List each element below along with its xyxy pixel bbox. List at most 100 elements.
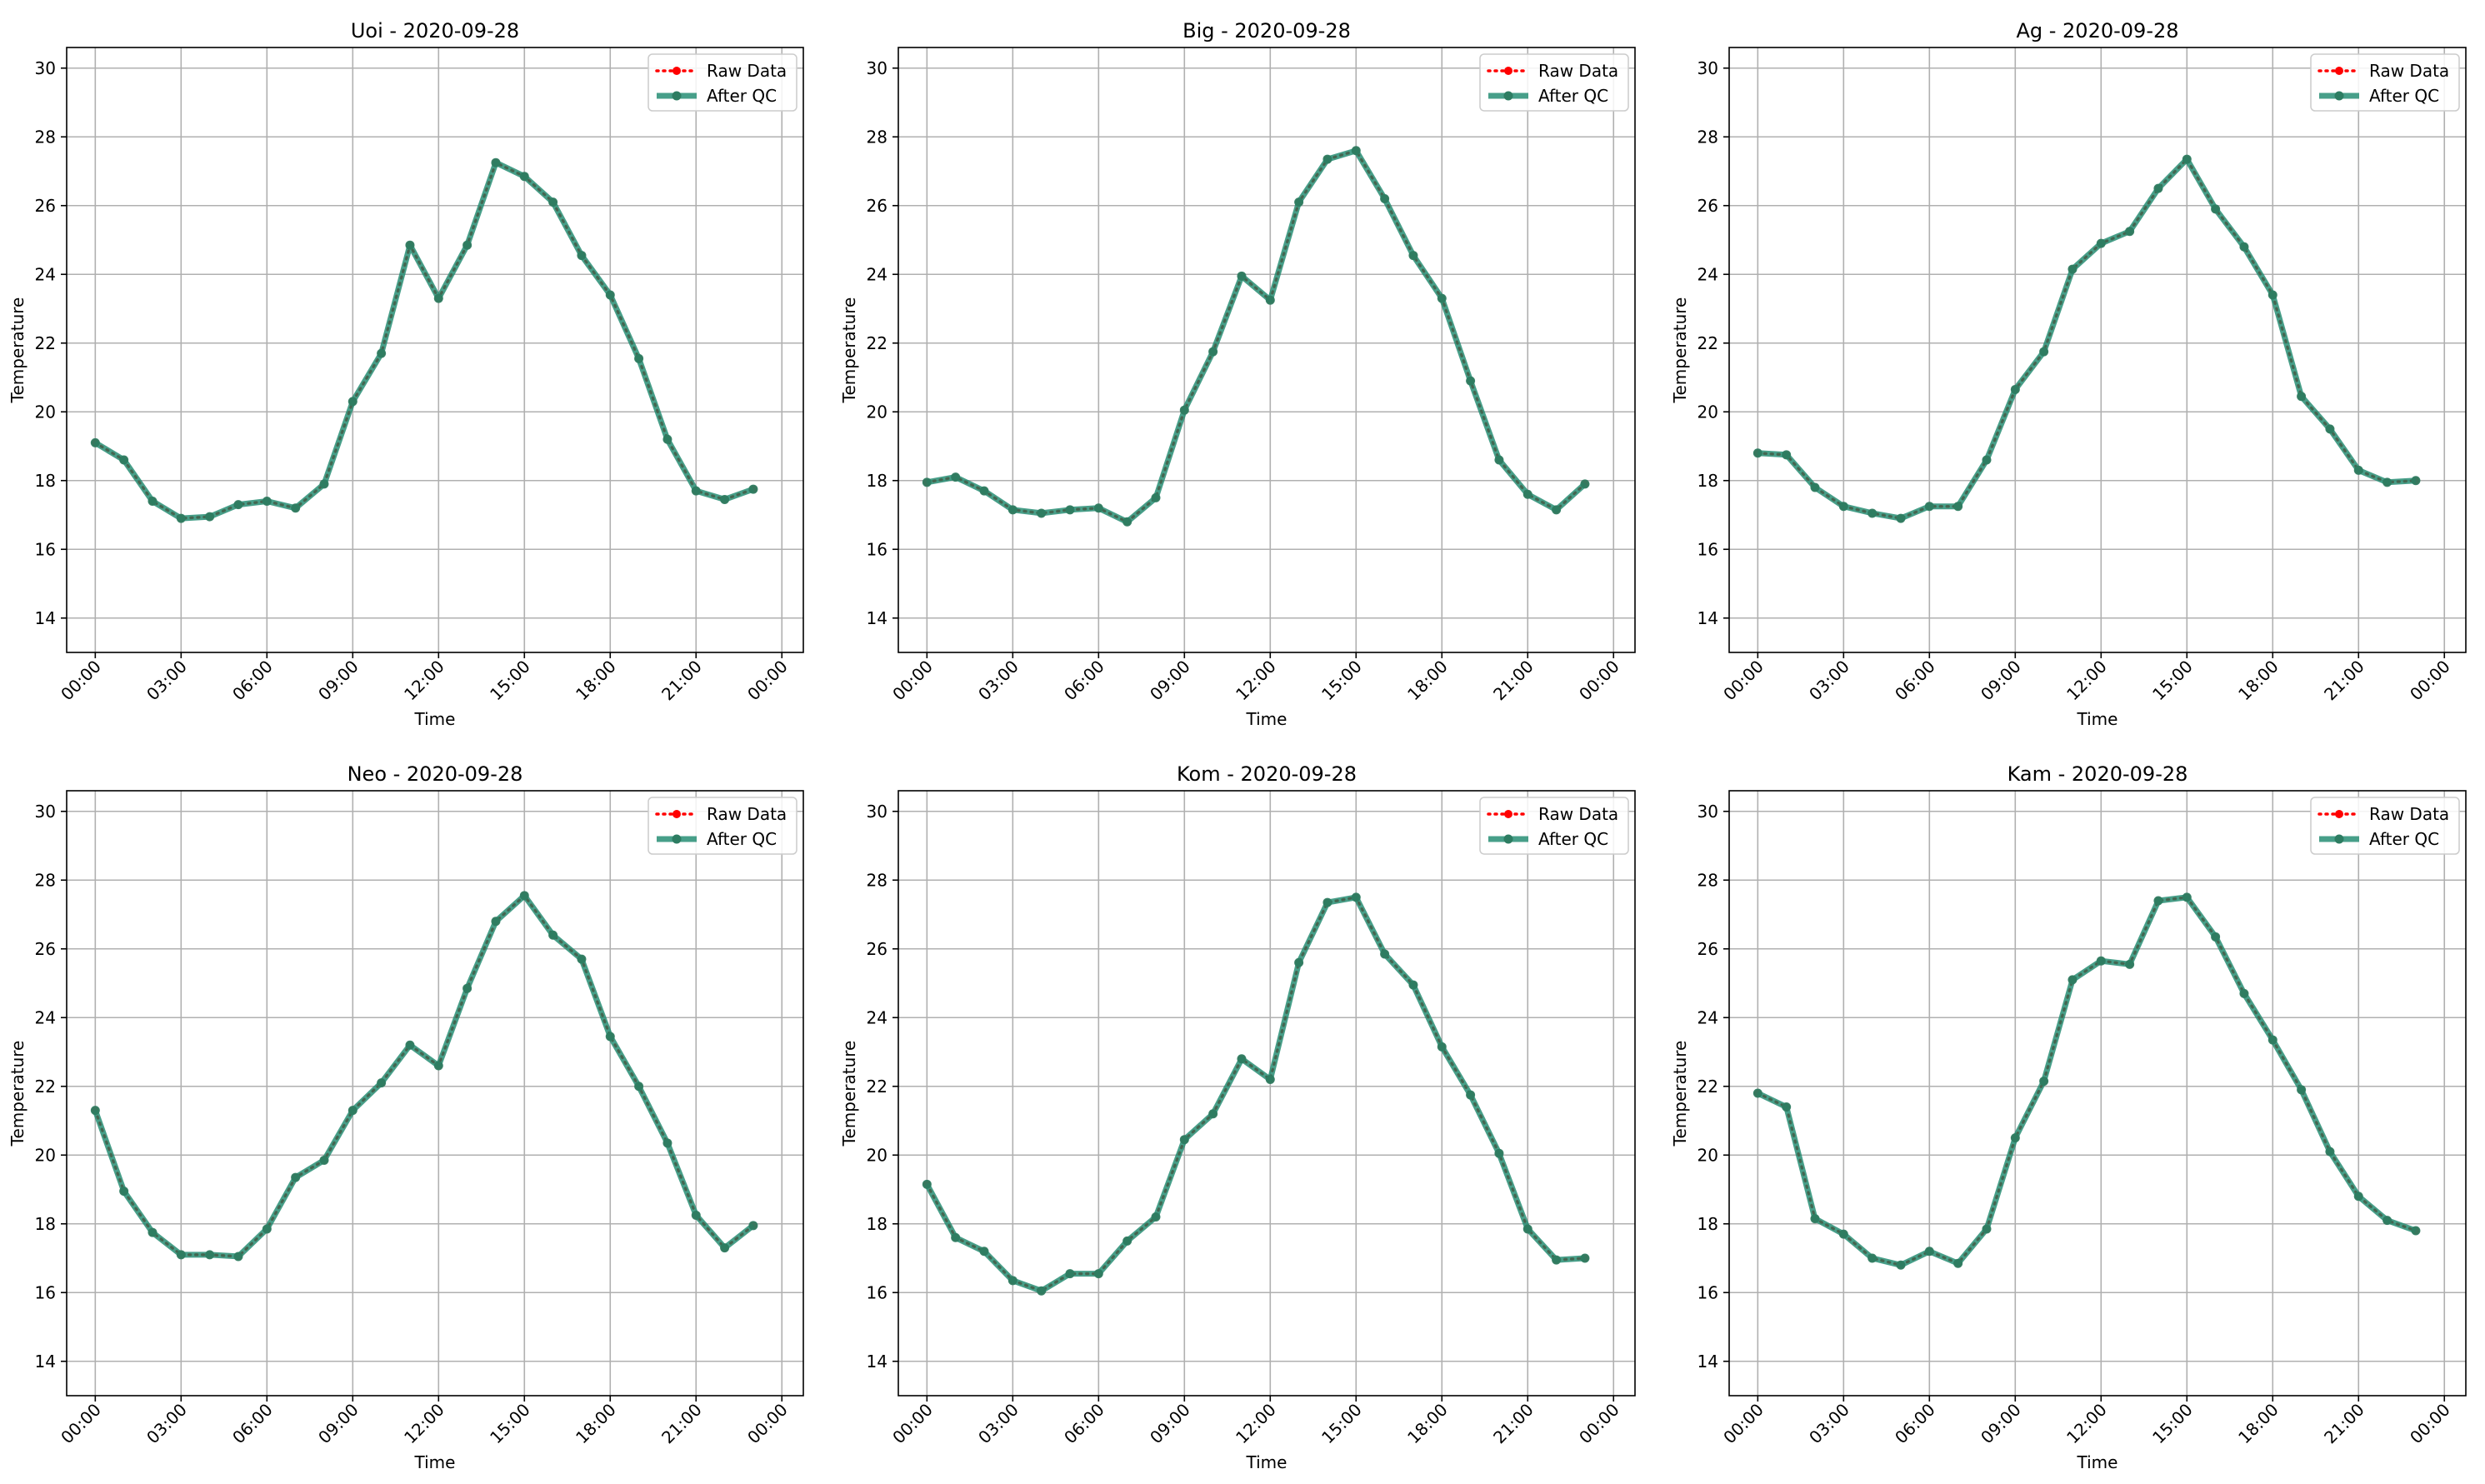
legend-marker-raw — [1504, 67, 1512, 75]
data-point-after-qc — [1924, 502, 1934, 512]
data-point-after-qc — [1037, 508, 1047, 518]
legend-marker-raw — [672, 810, 681, 818]
data-point-after-qc — [205, 512, 215, 522]
legend-label-after-qc: After QC — [2369, 86, 2439, 106]
data-point-after-qc — [548, 930, 558, 940]
data-point-after-qc — [1322, 897, 1332, 907]
chart-title: Neo - 2020-09-28 — [348, 762, 523, 786]
data-point-after-qc — [291, 503, 301, 513]
legend-label-raw: Raw Data — [1538, 804, 1618, 824]
data-point-after-qc — [2297, 1085, 2307, 1095]
y-tick-label: 28 — [35, 127, 56, 147]
y-tick-label: 22 — [35, 1077, 56, 1097]
data-point-after-qc — [2239, 242, 2249, 252]
y-tick-label: 30 — [1698, 58, 1718, 78]
legend-label-raw: Raw Data — [2369, 804, 2449, 824]
x-axis-label: Time — [2077, 1452, 2118, 1472]
data-point-after-qc — [1351, 146, 1361, 156]
y-tick-label: 16 — [867, 1282, 888, 1302]
chart-panel-5: 14 16 18 20 22 24 26 28 30 00:00 03:00 06:00 09:00 12… — [1670, 762, 2467, 1472]
data-point-after-qc — [662, 1138, 672, 1148]
legend: Raw Data After QC — [648, 797, 798, 855]
x-tick-label: 12:00 — [2062, 1400, 2111, 1448]
series-line-raw-overlay — [926, 896, 1587, 1292]
y-axis-label: Temperature — [8, 1041, 28, 1147]
y-tick-label: 16 — [867, 539, 888, 559]
y-tick-label: 26 — [35, 939, 56, 959]
data-point-after-qc — [1494, 455, 1504, 465]
data-point-after-qc — [1437, 293, 1447, 303]
data-point-after-qc — [1065, 505, 1075, 515]
y-tick-label: 18 — [35, 1214, 56, 1234]
data-point-after-qc — [2411, 1226, 2421, 1236]
data-point-after-qc — [748, 484, 758, 494]
data-point-after-qc — [262, 1224, 272, 1234]
series-line-after-qc — [924, 894, 1586, 1294]
data-point-after-qc — [1552, 505, 1562, 515]
x-tick-label: 06:00 — [228, 657, 277, 705]
data-point-after-qc — [1868, 508, 1878, 518]
data-point-after-qc — [2096, 956, 2106, 966]
data-point-after-qc — [720, 1243, 730, 1253]
data-point-after-qc — [1351, 892, 1361, 902]
data-point-after-qc — [1122, 517, 1132, 527]
data-point-after-qc — [1953, 1258, 1963, 1268]
x-tick-label: 00:00 — [57, 1400, 105, 1448]
data-point-after-qc — [319, 1155, 329, 1165]
legend-label-raw: Raw Data — [707, 61, 787, 81]
series-line-raw-data — [93, 893, 755, 1258]
legend-marker-after-qc — [672, 91, 682, 101]
x-tick-label: 09:00 — [1977, 657, 2025, 705]
x-tick-label: 21:00 — [2320, 657, 2368, 705]
legend-label-after-qc: After QC — [707, 86, 777, 106]
x-tick-label: 06:00 — [1891, 657, 1939, 705]
chart-panel-1: 14 16 18 20 22 24 26 28 30 00:00 03:00 06:00 09:00 12… — [839, 19, 1636, 729]
data-point-after-qc — [1982, 455, 1992, 465]
x-tick-label: 00:00 — [1575, 657, 1623, 705]
data-point-after-qc — [1868, 1253, 1878, 1263]
y-tick-label: 24 — [867, 264, 888, 284]
legend-marker-raw — [672, 67, 681, 75]
legend-marker-raw — [2335, 67, 2343, 75]
data-point-after-qc — [1008, 505, 1018, 515]
y-tick-label: 22 — [867, 333, 888, 353]
x-tick-label: 18:00 — [2234, 657, 2282, 705]
data-point-after-qc — [662, 434, 672, 444]
axes-frame — [66, 47, 804, 653]
data-point-after-qc — [1093, 503, 1103, 513]
y-tick-label: 30 — [35, 58, 56, 78]
y-tick-label: 22 — [1698, 333, 1718, 353]
data-point-after-qc — [377, 348, 387, 358]
x-tick-label: 21:00 — [658, 657, 706, 705]
x-tick-label: 06:00 — [1060, 657, 1108, 705]
data-point-after-qc — [205, 1250, 215, 1260]
legend-label-after-qc: After QC — [1538, 86, 1608, 106]
data-point-after-qc — [577, 251, 587, 261]
chart-panel-2: 14 16 18 20 22 24 26 28 30 00:00 03:00 06:00 09:00 12… — [1670, 19, 2467, 729]
y-tick-label: 18 — [35, 471, 56, 491]
x-tick-label: 00:00 — [888, 657, 937, 705]
data-point-after-qc — [1782, 450, 1792, 460]
series-line-raw-data — [925, 895, 1587, 1293]
data-point-after-qc — [2039, 1077, 2049, 1087]
x-tick-label: 06:00 — [1060, 1400, 1108, 1448]
data-point-after-qc — [291, 1172, 301, 1182]
x-tick-label: 12:00 — [2062, 657, 2111, 705]
data-point-after-qc — [2039, 347, 2049, 357]
x-tick-label: 12:00 — [1232, 657, 1280, 705]
data-point-after-qc — [2239, 988, 2249, 998]
data-point-after-qc — [433, 1061, 443, 1071]
chart-title: Ag - 2020-09-28 — [2016, 19, 2178, 42]
data-point-after-qc — [148, 1227, 158, 1237]
axes-frame — [898, 790, 1636, 1397]
x-tick-label: 06:00 — [1891, 1400, 1939, 1448]
data-point-after-qc — [319, 479, 329, 489]
data-point-after-qc — [90, 437, 100, 447]
data-point-after-qc — [348, 397, 358, 407]
data-point-after-qc — [462, 240, 472, 250]
data-point-after-qc — [1151, 492, 1161, 502]
y-tick-label: 14 — [867, 608, 888, 628]
x-axis-label: Time — [1246, 1452, 1288, 1472]
data-point-after-qc — [1179, 405, 1189, 415]
data-point-after-qc — [1522, 489, 1532, 499]
